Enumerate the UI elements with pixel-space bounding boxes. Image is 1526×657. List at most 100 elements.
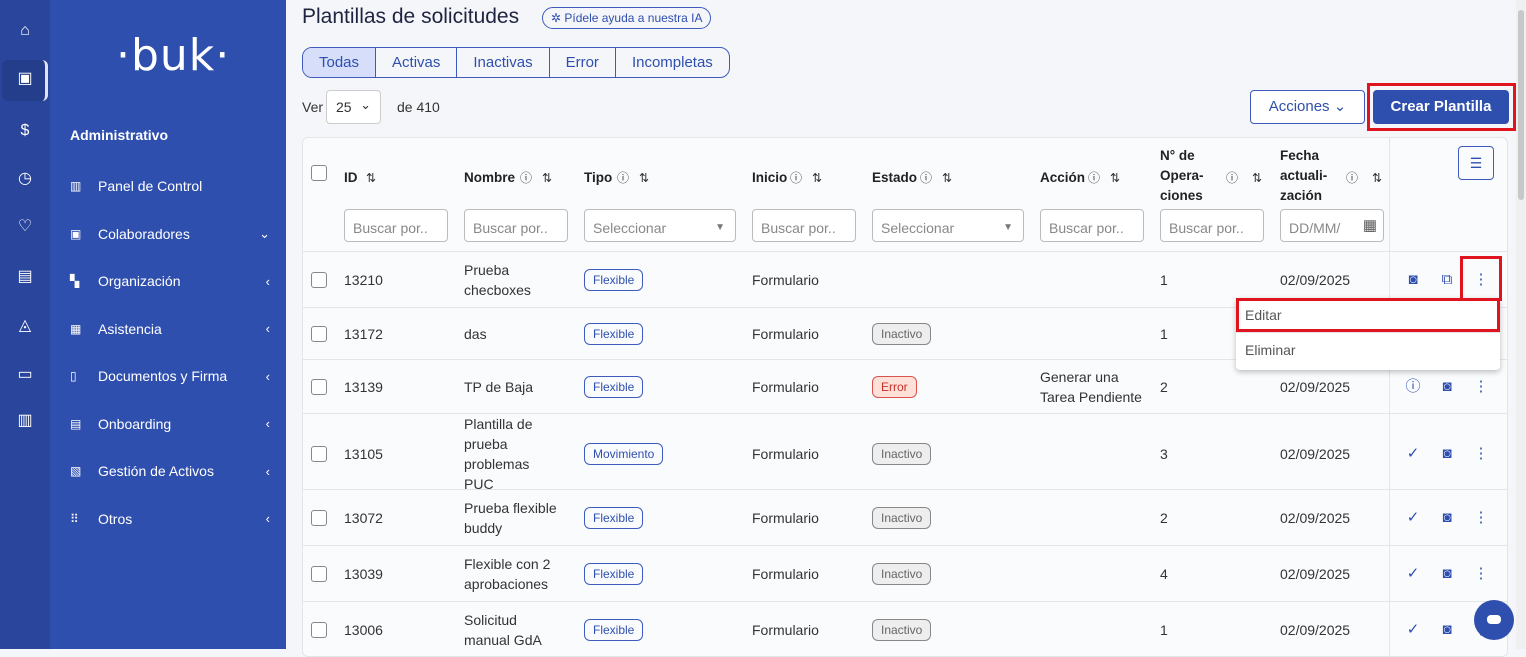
column-label[interactable]: Tipo <box>584 170 613 185</box>
kebab-icon[interactable]: ⋮ <box>1473 445 1489 462</box>
kebab-icon[interactable]: ⋮ <box>1473 508 1489 526</box>
id-badge-icon: ▣ <box>70 226 82 241</box>
preview-icon[interactable]: ◙ <box>1442 620 1452 638</box>
main-content: Plantillas de solicitudes ✲ Pídele ayuda… <box>286 0 1526 657</box>
help-icon[interactable]: ⓘ <box>520 171 533 185</box>
chevron-down-icon: ⌄ <box>360 97 371 112</box>
column-label[interactable]: ID <box>344 170 358 185</box>
help-icon[interactable]: ⓘ <box>920 171 933 185</box>
table-row: 13210 Prueba checboxes Flexible Formular… <box>303 251 1507 307</box>
sidebar-item-3[interactable]: ▦ Asistencia ‹ <box>70 317 270 341</box>
menu-item-editar[interactable]: Editar <box>1236 298 1500 332</box>
home-icon[interactable]: ⌂ <box>20 22 30 39</box>
type-badge: Flexible <box>584 375 644 398</box>
rail-active-indicator <box>2 60 48 101</box>
preview-icon[interactable]: ◙ <box>1442 508 1452 526</box>
help-icon[interactable]: ⓘ <box>617 171 630 185</box>
chevron-icon: ‹ <box>265 368 270 384</box>
ai-help-button[interactable]: ✲ Pídele ayuda a nuestra IA <box>542 7 712 29</box>
dollar-icon[interactable]: $ <box>20 122 30 139</box>
cell-id: 13105 <box>344 446 383 462</box>
sort-icon[interactable]: ⇅ <box>1110 171 1121 185</box>
filter-select[interactable]: Seleccionar ▼ <box>584 209 736 242</box>
preview-icon[interactable]: ◙ <box>1442 377 1452 395</box>
sidebar-item-0[interactable]: ▥ Panel de Control <box>70 174 270 198</box>
sort-icon[interactable]: ⇅ <box>812 171 823 185</box>
kebab-icon[interactable]: ⋮ <box>1473 377 1489 395</box>
column-label[interactable]: Fecha actuali- zación <box>1280 148 1328 203</box>
filter-input[interactable]: Buscar por.. <box>344 209 448 242</box>
filter-input[interactable]: Buscar por.. <box>464 209 568 242</box>
menu-item-eliminar[interactable]: Eliminar <box>1236 332 1500 368</box>
column-label[interactable]: N° de Opera- ciones <box>1160 148 1204 203</box>
chevron-icon: ‹ <box>265 416 270 431</box>
total-count: de 410 <box>397 99 440 115</box>
preview-icon[interactable]: ◙ <box>1408 270 1418 288</box>
tab-incompletas[interactable]: Incompletas <box>631 54 713 71</box>
column-label[interactable]: Nombre <box>464 170 516 185</box>
sort-icon[interactable]: ⇅ <box>639 171 650 185</box>
column-label[interactable]: Estado <box>872 170 918 185</box>
table-row: 13105 Plantilla de prueba problemas PUC … <box>303 413 1507 494</box>
duplicate-icon[interactable]: ⧉ <box>1441 270 1453 288</box>
help-icon[interactable]: ⓘ <box>790 171 803 185</box>
row-checkbox[interactable] <box>311 378 327 395</box>
chat-button[interactable] <box>1474 600 1514 640</box>
gift-icon[interactable]: ▤ <box>17 268 33 285</box>
tab-inactivas[interactable]: Inactivas <box>457 48 550 77</box>
filter-input[interactable]: Buscar por.. <box>752 209 856 242</box>
row-checkbox[interactable] <box>311 271 327 288</box>
row-checkbox[interactable] <box>311 565 327 582</box>
sidebar-item-1[interactable]: ▣ Colaboradores ⌄ <box>70 222 270 246</box>
check-circle-icon[interactable]: ✓ <box>1406 508 1420 526</box>
sort-icon[interactable]: ⇅ <box>542 171 553 185</box>
filter-select[interactable]: Seleccionar ▼ <box>872 209 1024 242</box>
sort-icon[interactable]: ⇅ <box>1372 171 1383 185</box>
tab-activas[interactable]: Activas <box>376 48 458 77</box>
graduation-cap-icon[interactable]: ◬ <box>18 317 32 334</box>
help-icon[interactable]: ⓘ <box>1226 171 1239 185</box>
row-checkbox[interactable] <box>311 446 327 462</box>
sidebar-item-7[interactable]: ⠿ Otros ‹ <box>70 507 270 531</box>
info-icon[interactable]: ⓘ <box>1405 377 1421 395</box>
acciones-button[interactable]: Acciones ⌄ <box>1250 90 1365 124</box>
sidebar-item-6[interactable]: ▧ Gestión de Activos ‹ <box>70 459 270 483</box>
sort-icon[interactable]: ⇅ <box>1252 171 1263 185</box>
help-icon[interactable]: ⓘ <box>1346 171 1359 185</box>
sidebar-item-5[interactable]: ▤ Onboarding ‹ <box>70 412 270 436</box>
filter-input[interactable]: Buscar por.. <box>1040 209 1144 242</box>
sidebar-item-2[interactable]: ▚ Organización ‹ <box>70 269 270 293</box>
filter-input[interactable]: Buscar por.. <box>1160 209 1264 242</box>
row-checkbox[interactable] <box>311 621 327 638</box>
clock-icon[interactable]: ◷ <box>18 170 32 187</box>
cell-inicio: Formulario <box>752 446 819 462</box>
tab-todas[interactable]: Todas <box>303 48 377 77</box>
kebab-icon[interactable]: ⋮ <box>1473 564 1489 582</box>
calendar-icon[interactable]: ▦ <box>1362 217 1377 234</box>
sort-icon[interactable]: ⇅ <box>366 171 377 185</box>
row-checkbox[interactable] <box>311 325 327 342</box>
folder-icon[interactable]: ▭ <box>17 366 33 383</box>
clipboard-clock-icon[interactable]: ▣ <box>17 70 33 87</box>
tab-error[interactable]: Error <box>550 48 616 77</box>
kebab-icon[interactable]: ⋮ <box>1473 270 1489 288</box>
column-label[interactable]: Acción <box>1040 170 1086 185</box>
row-checkbox[interactable] <box>311 509 327 526</box>
preview-icon[interactable]: ◙ <box>1442 564 1452 582</box>
check-circle-icon[interactable]: ✓ <box>1406 620 1420 638</box>
column-settings-icon[interactable]: ☰ <box>1458 146 1494 180</box>
help-icon[interactable]: ⓘ <box>1088 171 1101 185</box>
preview-icon[interactable]: ◙ <box>1442 445 1452 462</box>
crear-plantilla-button[interactable]: Crear Plantilla <box>1373 90 1509 124</box>
store-icon[interactable]: ▥ <box>17 412 33 429</box>
scrollbar[interactable] <box>1516 0 1526 649</box>
filter-input[interactable]: DD/MM/ ▦ <box>1280 209 1384 242</box>
check-circle-icon[interactable]: ✓ <box>1406 445 1420 462</box>
check-circle-icon[interactable]: ✓ <box>1406 564 1420 582</box>
sort-icon[interactable]: ⇅ <box>942 171 953 185</box>
per-page-select[interactable]: 25 ⌄ <box>326 90 381 124</box>
hand-heart-icon[interactable]: ♡ <box>17 218 33 235</box>
column-label[interactable]: Inicio <box>752 170 788 185</box>
select-all-checkbox[interactable] <box>311 165 327 181</box>
sidebar-item-4[interactable]: ▯ Documentos y Firma ‹ <box>70 364 270 388</box>
